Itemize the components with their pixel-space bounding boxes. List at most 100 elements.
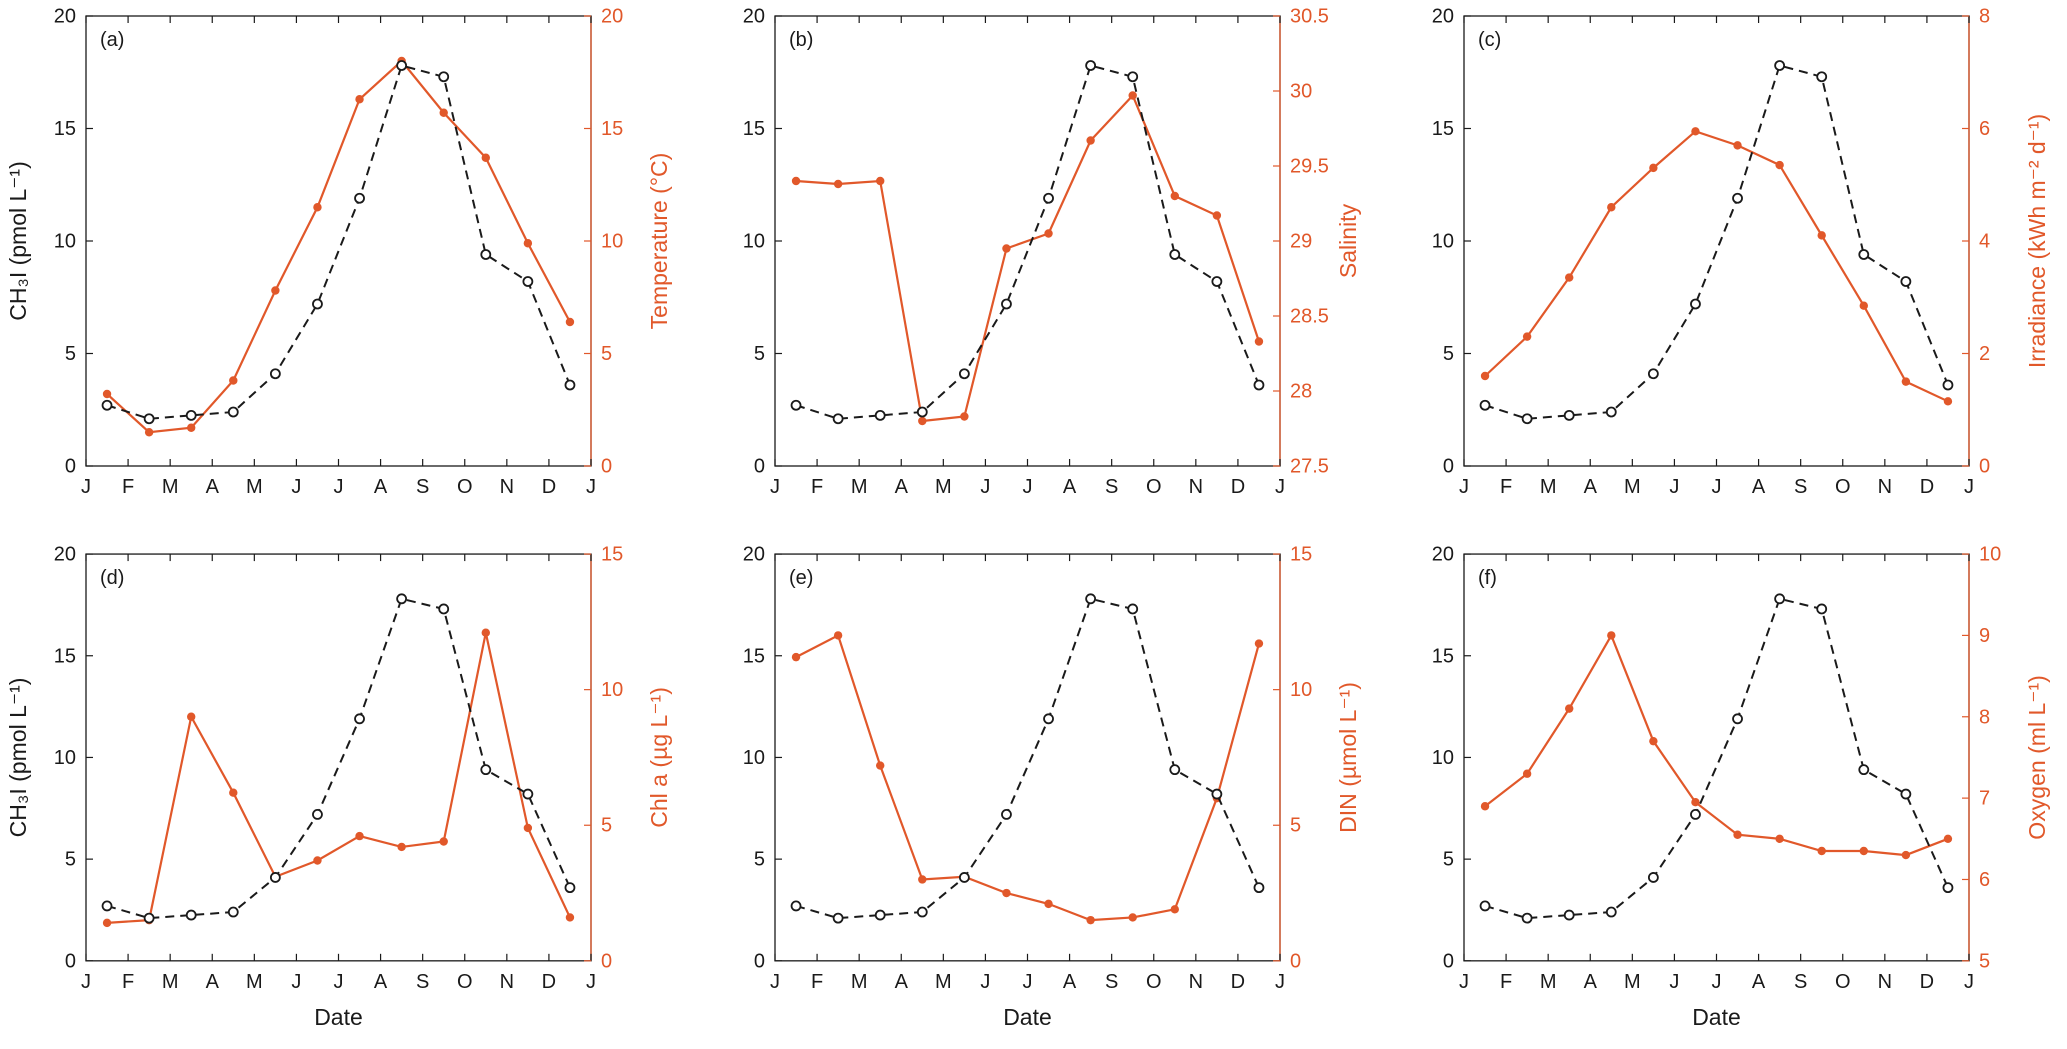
ch3i-series-marker <box>1942 882 1954 894</box>
secondary-series-marker <box>397 842 406 852</box>
secondary-series-marker <box>102 389 112 399</box>
ch3i-series-marker <box>1563 409 1575 421</box>
ch3i-series-marker <box>790 900 802 912</box>
secondary-series-marker <box>481 628 490 637</box>
x-tick-label: M <box>1624 971 1641 993</box>
secondary-series-marker <box>876 761 885 770</box>
ch3i-series-marker <box>1169 249 1181 260</box>
left-y-tick-label: 10 <box>743 747 765 769</box>
x-tick-label: N <box>500 971 514 993</box>
x-tick-label: J <box>81 971 91 993</box>
x-tick-label: J <box>1023 971 1033 993</box>
ch3i-series-marker <box>1479 900 1491 912</box>
secondary-series-marker <box>1943 397 1953 406</box>
right-y-tick-label: 27.5 <box>1290 456 1329 478</box>
ch3i-series-marker <box>312 808 323 820</box>
ch3i-series-marker <box>1127 603 1139 615</box>
x-tick-label: J <box>586 971 596 993</box>
chart-panel-f: J F M A M J J A S O N D J 0 5 10 15 20 5 6 7 8 9 10 (f) Oxygen (m… <box>1378 524 2067 1049</box>
secondary-series-marker <box>523 239 533 248</box>
secondary-series-marker <box>1649 163 1658 173</box>
right-y-tick-label: 6 <box>1979 869 1990 891</box>
right-y-tick-label: 15 <box>601 118 623 140</box>
x-tick-label: F <box>1500 476 1512 498</box>
x-tick-label: J <box>1712 476 1722 498</box>
ch3i-series-marker <box>1211 788 1223 800</box>
x-axis-title: Date <box>1003 1004 1052 1030</box>
secondary-series-line <box>1484 632 1949 857</box>
x-tick-label: J <box>770 476 780 498</box>
right-y-tick-label: 6 <box>1979 118 1990 140</box>
ch3i-series-marker <box>101 900 113 912</box>
ch3i-series-marker <box>1647 368 1659 380</box>
ch3i-series-marker <box>1605 406 1617 418</box>
x-tick-label: F <box>122 476 134 498</box>
left-y-tick-label: 5 <box>1443 343 1454 365</box>
secondary-series-marker <box>1607 203 1616 212</box>
ch3i-series-marker <box>269 368 281 380</box>
x-tick-label: J <box>334 476 344 498</box>
secondary-series-marker <box>791 652 801 662</box>
secondary-series-marker <box>1901 850 1911 860</box>
secondary-series-marker <box>1086 915 1095 925</box>
x-tick-label: J <box>291 476 301 498</box>
secondary-series-marker <box>439 108 448 117</box>
secondary-series-marker <box>918 416 927 426</box>
left-y-tick-label: 0 <box>754 950 765 972</box>
secondary-series-marker <box>1002 244 1011 253</box>
x-tick-label: S <box>1105 476 1118 498</box>
ch3i-series-marker <box>832 912 844 924</box>
ch3i-series-marker <box>1211 276 1223 287</box>
right-y-tick-label: 30.5 <box>1290 6 1329 28</box>
secondary-series-marker <box>1170 905 1179 914</box>
ch3i-series-marker <box>312 298 323 310</box>
right-y-tick-label: 10 <box>1290 679 1312 701</box>
secondary-series-marker <box>144 428 154 437</box>
x-tick-label: J <box>980 476 990 498</box>
panel-label: (c) <box>1478 29 1501 51</box>
ch3i-series-marker <box>958 368 970 380</box>
secondary-series-marker <box>1901 377 1911 386</box>
ch3i-series-marker <box>1690 808 1701 820</box>
x-tick-label: A <box>206 476 220 498</box>
secondary-series-marker <box>271 286 280 295</box>
x-tick-label: J <box>1964 971 1974 993</box>
right-y-tick-label: 20 <box>601 6 623 28</box>
right-y-tick-label: 15 <box>1290 544 1312 566</box>
ch3i-series-marker <box>1479 399 1491 411</box>
ch3i-series-marker <box>564 882 576 894</box>
x-tick-label: F <box>811 971 823 993</box>
secondary-series-marker <box>1254 337 1264 346</box>
ch3i-series-marker <box>396 60 408 71</box>
ch3i-series-marker <box>522 788 534 800</box>
x-tick-label: J <box>81 476 91 498</box>
ch3i-series-marker <box>1900 788 1912 800</box>
ch3i-series-marker <box>227 406 239 418</box>
ch3i-series-marker <box>354 713 365 725</box>
secondary-series-marker <box>313 203 322 212</box>
secondary-series-marker <box>1859 301 1868 310</box>
secondary-series-marker <box>1817 846 1826 856</box>
right-y-tick-label: 0 <box>601 456 612 478</box>
right-y-tick-label: 10 <box>601 679 623 701</box>
left-y-tick-label: 20 <box>54 6 76 28</box>
x-tick-label: F <box>811 476 823 498</box>
secondary-series-marker <box>791 176 801 186</box>
right-y-tick-label: 8 <box>1979 706 1990 728</box>
left-y-tick-label: 20 <box>1432 544 1454 566</box>
right-y-tick-label: 10 <box>1979 544 2001 566</box>
x-tick-label: J <box>980 971 990 993</box>
ch3i-series-marker <box>1690 298 1701 310</box>
secondary-series-marker <box>1044 899 1053 909</box>
ch3i-series-marker <box>874 409 886 421</box>
left-y-tick-label: 0 <box>65 950 76 972</box>
ch3i-series-line <box>1484 64 1949 420</box>
ch3i-series-marker <box>185 909 197 921</box>
right-y-tick-label: 5 <box>601 815 612 837</box>
ch3i-series-marker <box>790 399 802 411</box>
x-tick-label: J <box>291 971 301 993</box>
x-tick-label: A <box>1584 476 1598 498</box>
left-axis-title: CH₃I (pmol L⁻¹) <box>5 161 31 321</box>
ch3i-series-line <box>1484 597 1949 920</box>
chart-panel-a: J F M A M J J A S O N D J 0 5 10 15 20 0 5 10 15 20 (a) CH₃I (pm… <box>0 0 689 524</box>
